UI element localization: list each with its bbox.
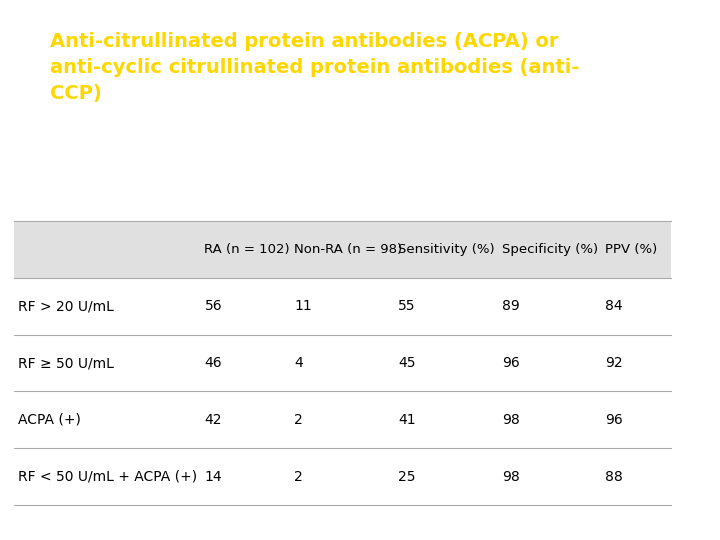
Text: ACPA (+): ACPA (+) — [18, 413, 81, 427]
Text: 41: 41 — [398, 413, 415, 427]
Text: RA (n = 102): RA (n = 102) — [204, 243, 290, 256]
Text: 89: 89 — [502, 300, 519, 313]
Text: 14: 14 — [204, 470, 222, 483]
Text: RF > 20 U/mL: RF > 20 U/mL — [18, 300, 114, 313]
Text: 98: 98 — [502, 470, 519, 483]
Text: Non-RA (n = 98): Non-RA (n = 98) — [294, 243, 402, 256]
Text: 45: 45 — [398, 356, 415, 370]
Text: 96: 96 — [502, 356, 519, 370]
Text: 4: 4 — [294, 356, 303, 370]
Text: 11: 11 — [294, 300, 312, 313]
Text: 42: 42 — [204, 413, 222, 427]
Text: PPV (%): PPV (%) — [606, 243, 657, 256]
Text: 25: 25 — [398, 470, 415, 483]
Text: 98: 98 — [502, 413, 519, 427]
Text: RF < 50 U/mL + ACPA (+): RF < 50 U/mL + ACPA (+) — [18, 470, 197, 483]
Text: 96: 96 — [606, 413, 623, 427]
Text: 2: 2 — [294, 413, 303, 427]
Text: RF ≥ 50 U/mL: RF ≥ 50 U/mL — [18, 356, 114, 370]
Text: 2: 2 — [294, 470, 303, 483]
Text: 92: 92 — [606, 356, 623, 370]
Text: 55: 55 — [398, 300, 415, 313]
Text: Sensitivity (%): Sensitivity (%) — [398, 243, 495, 256]
Text: Specificity (%): Specificity (%) — [502, 243, 598, 256]
Text: 46: 46 — [204, 356, 222, 370]
Text: 88: 88 — [606, 470, 623, 483]
Text: 56: 56 — [204, 300, 222, 313]
Text: 84: 84 — [606, 300, 623, 313]
Bar — [14, 221, 671, 278]
Text: Anti-citrullinated protein antibodies (ACPA) or
anti-cyclic citrullinated protei: Anti-citrullinated protein antibodies (A… — [50, 32, 580, 103]
